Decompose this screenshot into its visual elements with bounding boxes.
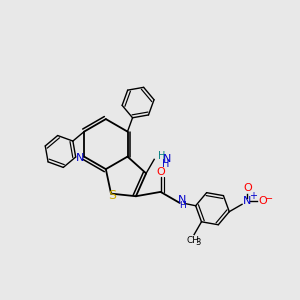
Text: O: O bbox=[258, 196, 267, 206]
Text: CH: CH bbox=[186, 236, 199, 245]
Text: 3: 3 bbox=[196, 238, 201, 247]
Text: O: O bbox=[243, 183, 252, 194]
Text: −: − bbox=[265, 194, 273, 204]
Text: O: O bbox=[156, 167, 165, 177]
Text: N: N bbox=[243, 196, 251, 206]
Text: +: + bbox=[249, 191, 257, 201]
Text: H: H bbox=[179, 201, 185, 210]
Text: S: S bbox=[109, 190, 116, 202]
Text: N: N bbox=[162, 154, 171, 164]
Text: N: N bbox=[178, 195, 186, 205]
Text: H: H bbox=[162, 159, 170, 169]
Text: N: N bbox=[76, 153, 84, 163]
Text: H: H bbox=[158, 152, 165, 161]
